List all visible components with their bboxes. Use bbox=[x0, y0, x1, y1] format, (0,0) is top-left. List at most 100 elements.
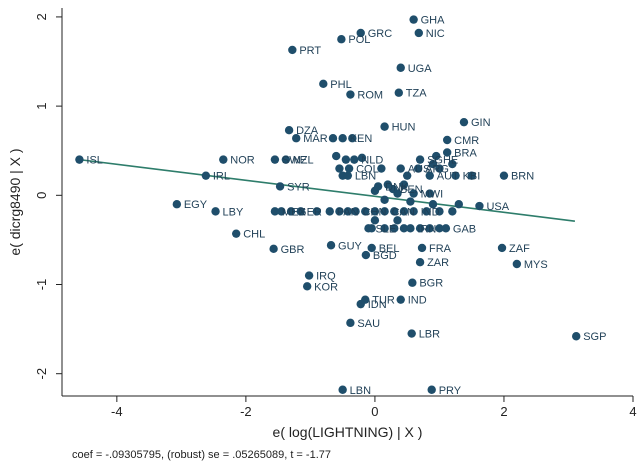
x-tick-label: -4 bbox=[111, 404, 123, 419]
data-point bbox=[451, 171, 460, 180]
point-label: ZAF bbox=[509, 243, 530, 255]
point-label: SLE bbox=[375, 223, 396, 235]
point-label: BRN bbox=[511, 171, 534, 183]
data-point bbox=[367, 243, 376, 253]
data-point bbox=[435, 164, 444, 173]
x-axis-title: e( log(LIGHTNING) | X ) bbox=[273, 424, 423, 440]
y-tick-label: 0 bbox=[34, 192, 49, 199]
point-label: NOR bbox=[230, 155, 255, 167]
point-label: IRN bbox=[417, 223, 436, 235]
data-point bbox=[425, 224, 434, 233]
point-label: SYR bbox=[287, 181, 310, 193]
data-point bbox=[459, 117, 469, 127]
point-label: KBI bbox=[463, 171, 481, 183]
point-label: SGP bbox=[583, 331, 606, 343]
data-point bbox=[335, 164, 344, 173]
data-point bbox=[302, 282, 312, 291]
point-label: BEN bbox=[400, 184, 423, 196]
data-point bbox=[356, 299, 365, 309]
data-point bbox=[425, 171, 434, 180]
point-label: KOR bbox=[314, 281, 338, 293]
point-label: PRY bbox=[439, 385, 462, 397]
data-point bbox=[467, 171, 476, 180]
data-point bbox=[373, 182, 383, 191]
data-point bbox=[361, 250, 371, 260]
data-point bbox=[428, 159, 438, 169]
point-label: CAN bbox=[392, 206, 415, 218]
data-point bbox=[432, 151, 441, 161]
scatter-chart: -4 -2 0 2 4 -2 -1 0 1 2 GHA GRC NIC POL PRT UGA PHL ROM T… bbox=[7, 8, 637, 440]
point-label: PHL bbox=[330, 79, 351, 91]
point-label: MYS bbox=[524, 259, 548, 271]
point-label: IDN bbox=[368, 299, 387, 311]
point-label: PAN bbox=[337, 206, 359, 218]
data-point bbox=[407, 329, 416, 338]
point-label: ARG bbox=[425, 164, 449, 176]
data-point bbox=[417, 243, 427, 253]
data-point bbox=[435, 224, 444, 233]
data-point bbox=[394, 88, 403, 97]
point-label: LBR bbox=[419, 329, 440, 341]
point-label: AUT bbox=[437, 171, 459, 183]
x-tick-label: 4 bbox=[629, 404, 636, 419]
data-point bbox=[475, 201, 484, 211]
point-label: NIC bbox=[426, 28, 445, 40]
data-point bbox=[211, 207, 220, 216]
point-label: GUY bbox=[338, 240, 363, 252]
x-tick-label: 0 bbox=[371, 404, 378, 419]
point-label: TZA bbox=[406, 88, 427, 100]
data-point bbox=[288, 45, 297, 55]
data-point bbox=[319, 79, 328, 89]
y-tick-label: 1 bbox=[34, 102, 49, 109]
data-point bbox=[415, 258, 425, 267]
data-point bbox=[448, 159, 457, 169]
fit-line bbox=[79, 158, 576, 222]
point-label: ISL bbox=[86, 155, 103, 167]
point-label: HUN bbox=[392, 122, 416, 134]
data-point bbox=[380, 122, 389, 131]
data-point bbox=[337, 35, 346, 44]
data-point bbox=[377, 164, 386, 173]
data-point bbox=[270, 207, 280, 216]
data-point bbox=[406, 224, 415, 233]
data-point bbox=[422, 207, 431, 216]
data-point bbox=[409, 189, 418, 198]
point-label: MWI bbox=[421, 189, 444, 201]
point-label: BEL bbox=[379, 243, 400, 255]
data-point bbox=[286, 207, 296, 216]
data-point bbox=[361, 207, 370, 216]
data-point bbox=[328, 134, 338, 143]
data-point bbox=[364, 224, 373, 233]
y-tick-label: 2 bbox=[34, 13, 49, 20]
point-label: AUS bbox=[408, 164, 431, 176]
data-point bbox=[427, 385, 436, 394]
data-point bbox=[415, 155, 425, 164]
point-label: PRT bbox=[299, 45, 321, 57]
data-point bbox=[332, 151, 341, 161]
point-label: CHL bbox=[243, 229, 265, 241]
data-point bbox=[348, 134, 357, 143]
point-label: EGY bbox=[184, 199, 208, 211]
point-label: DZA bbox=[296, 125, 319, 137]
data-point bbox=[312, 207, 322, 216]
data-point bbox=[219, 155, 228, 164]
point-label: ZAR bbox=[427, 257, 449, 269]
data-point bbox=[442, 135, 452, 145]
point-label: TUR bbox=[372, 295, 395, 307]
data-point bbox=[281, 155, 291, 164]
point-label: UGA bbox=[408, 63, 433, 75]
data-point bbox=[415, 224, 425, 233]
y-tick-label: -1 bbox=[34, 279, 49, 291]
point-label: GBR bbox=[281, 244, 305, 256]
x-tick-label: 2 bbox=[500, 404, 507, 419]
point-label: FRA bbox=[429, 243, 452, 255]
data-point bbox=[399, 224, 409, 233]
data-point bbox=[393, 216, 402, 225]
data-point bbox=[402, 171, 412, 180]
point-label: LBN bbox=[355, 171, 376, 183]
point-label: SAU bbox=[357, 318, 380, 330]
point-label: KEN bbox=[350, 133, 373, 145]
data-point bbox=[370, 207, 380, 216]
point-label: GRC bbox=[368, 28, 393, 40]
